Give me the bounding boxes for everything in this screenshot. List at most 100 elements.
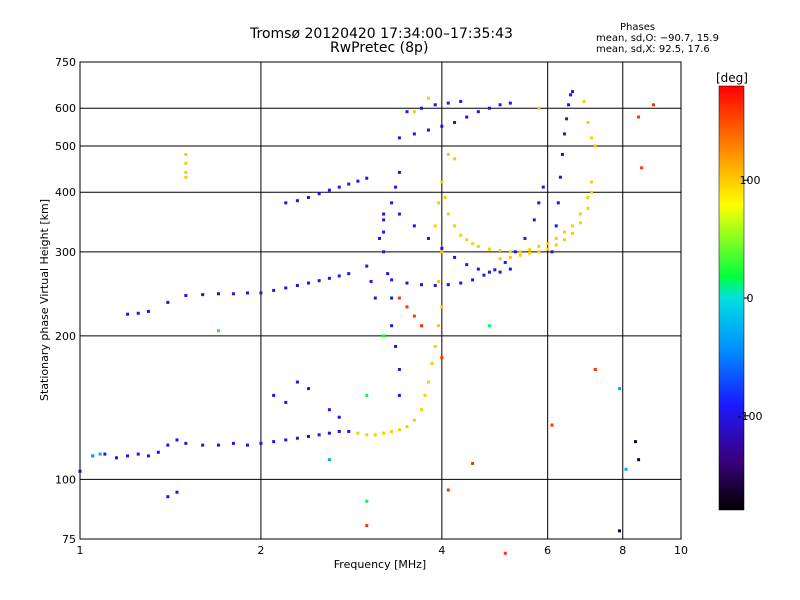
data-point <box>284 400 288 404</box>
data-point <box>295 199 299 203</box>
data-point <box>246 443 250 447</box>
data-point <box>590 190 594 194</box>
data-point <box>590 136 594 140</box>
data-point <box>446 101 450 105</box>
data-point <box>365 264 369 268</box>
data-point <box>175 438 179 442</box>
data-point <box>624 467 628 471</box>
data-point <box>567 103 571 107</box>
colorbar-tick-label: 0 <box>747 292 754 305</box>
data-point <box>394 185 398 189</box>
data-point <box>412 418 416 422</box>
grid-lines <box>79 61 682 540</box>
data-point <box>571 231 575 235</box>
data-point <box>405 425 409 429</box>
data-point <box>114 456 118 460</box>
y-tick-label: 300 <box>55 246 76 259</box>
data-point <box>307 195 311 199</box>
data-point <box>390 278 394 282</box>
data-point <box>201 443 205 447</box>
data-point <box>377 236 381 240</box>
data-point <box>498 257 502 261</box>
data-point <box>216 443 220 447</box>
data-point <box>617 387 621 391</box>
x-tick-label: 6 <box>544 544 551 557</box>
data-point <box>365 433 369 437</box>
data-point <box>397 367 401 371</box>
data-point <box>272 288 276 292</box>
data-point <box>259 441 263 445</box>
data-point <box>216 292 220 296</box>
colorbar-tick-label: 100 <box>740 174 761 187</box>
data-point <box>453 157 457 161</box>
data-point <box>508 267 512 271</box>
data-point <box>440 305 444 309</box>
data-point <box>156 450 160 454</box>
data-point <box>440 246 444 250</box>
data-point <box>337 430 341 434</box>
data-point <box>347 182 351 186</box>
data-point <box>590 180 594 184</box>
data-point <box>317 433 321 437</box>
data-point <box>397 136 401 140</box>
data-point <box>493 268 497 272</box>
y-tick-label: 100 <box>55 473 76 486</box>
data-point <box>284 201 288 205</box>
data-point <box>126 312 130 316</box>
data-point <box>523 236 527 240</box>
data-point <box>295 380 299 384</box>
data-point <box>554 236 558 240</box>
y-tick-label: 500 <box>55 140 76 153</box>
data-point <box>365 176 369 180</box>
data-point <box>537 244 541 248</box>
data-point <box>307 387 311 391</box>
data-point <box>532 218 536 222</box>
data-point <box>426 380 430 384</box>
data-point <box>295 436 299 440</box>
data-point <box>397 296 401 300</box>
phase-stats-header: Phases <box>620 22 656 33</box>
y-tick-label: 750 <box>55 56 76 69</box>
data-point <box>201 293 205 297</box>
data-point <box>405 305 409 309</box>
axis-labels: 1 2 4 6 8 10 75 100 200 300 400 500 600 750 <box>55 56 688 557</box>
data-point <box>405 110 409 114</box>
data-point <box>537 250 541 254</box>
data-point <box>498 270 502 274</box>
data-point <box>487 324 491 328</box>
data-point <box>327 188 331 192</box>
colorbar-gradient <box>718 85 745 511</box>
data-point <box>136 452 140 456</box>
data-point <box>617 529 621 533</box>
data-point <box>382 334 386 338</box>
data-point <box>419 324 423 328</box>
data-point <box>382 250 386 254</box>
data-point <box>569 93 573 97</box>
data-point <box>394 344 398 348</box>
data-point <box>98 452 102 456</box>
y-axis-label: Stationary phase Virtual Height [km] <box>38 199 51 401</box>
data-point <box>508 250 512 254</box>
data-point <box>471 278 475 282</box>
data-point <box>508 101 512 105</box>
data-point <box>550 250 554 254</box>
data-point <box>386 272 390 276</box>
data-point <box>528 251 532 255</box>
data-point <box>440 180 444 184</box>
data-point <box>537 201 541 205</box>
data-point <box>541 185 545 189</box>
data-point <box>453 121 457 125</box>
data-point <box>437 279 441 283</box>
data-point <box>554 224 558 228</box>
x-tick-label: 4 <box>438 544 445 557</box>
data-point <box>272 440 276 444</box>
data-point <box>397 212 401 216</box>
x-tick-label: 1 <box>77 544 84 557</box>
data-point <box>397 428 401 432</box>
data-point <box>582 99 586 103</box>
data-point <box>347 430 351 434</box>
data-point <box>423 393 427 397</box>
data-point <box>446 152 450 156</box>
phase-stats-o-mode: mean, sd,O: −90.7, 15.9 <box>596 33 719 44</box>
